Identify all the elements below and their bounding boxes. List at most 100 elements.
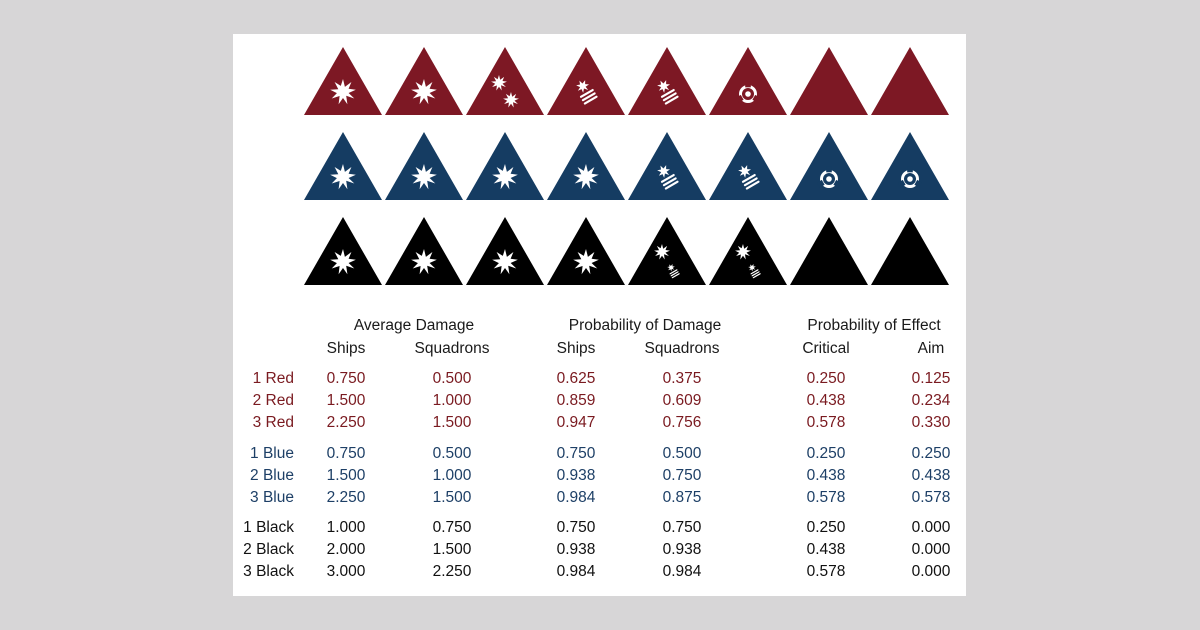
row-label: 3 Blue [250, 489, 294, 506]
group-header-probability-of-damage: Probability of Damage [568, 317, 722, 334]
blue-die-face-crit [627, 131, 707, 201]
blank-icon [790, 217, 868, 285]
hit-icon [466, 217, 544, 285]
black-die-face-hit-crit [708, 216, 788, 286]
table-cell: 0.330 [911, 414, 951, 431]
row-label: 2 Blue [250, 467, 294, 484]
column-header-squadrons: Squadrons [644, 340, 720, 357]
row-label: 2 Red [252, 392, 294, 409]
table-cell: 2.000 [326, 541, 366, 558]
table-cell: 0.000 [911, 541, 951, 558]
table-cell: 1.000 [432, 467, 472, 484]
hit-crit-icon [709, 217, 787, 285]
black-die-face-hit [465, 216, 545, 286]
hit-icon [304, 47, 382, 115]
row-label: 3 Black [243, 563, 294, 580]
table-cell: 0.250 [806, 445, 846, 462]
table-cell: 3.000 [326, 563, 366, 580]
double-hit-icon [466, 47, 544, 115]
blue-dice-row [303, 131, 953, 201]
table-cell: 0.984 [662, 563, 702, 580]
table-row: 2 Red 1.500 1.000 0.859 0.609 0.438 0.234 [233, 392, 966, 414]
table-cell: 0.750 [432, 519, 472, 536]
crit-icon [628, 132, 706, 200]
hit-icon [304, 132, 382, 200]
column-header-ships: Ships [326, 340, 366, 357]
row-label: 1 Black [243, 519, 294, 536]
table-cell: 0.578 [911, 489, 951, 506]
accuracy-icon [790, 132, 868, 200]
table-cell: 0.250 [806, 519, 846, 536]
table-cell: 0.250 [806, 370, 846, 387]
blue-die-face-accuracy [789, 131, 869, 201]
table-cell: 1.500 [432, 489, 472, 506]
red-die-face-hit [303, 46, 383, 116]
table-cell: 0.234 [911, 392, 951, 409]
red-die-face-double-hit [465, 46, 545, 116]
accuracy-icon [871, 132, 949, 200]
row-label: 1 Blue [250, 445, 294, 462]
column-header-ships: Ships [556, 340, 596, 357]
row-label: 1 Red [252, 370, 294, 387]
dice-reference-card: Average Damage Probability of Damage Pro… [233, 34, 966, 596]
red-die-face-crit [627, 46, 707, 116]
table-cell: 0.500 [432, 445, 472, 462]
column-header-aim: Aim [917, 340, 945, 357]
table-cell: 0.938 [556, 541, 596, 558]
blank-icon [790, 47, 868, 115]
table-cell: 0.750 [326, 445, 366, 462]
blank-icon [871, 217, 949, 285]
blue-die-face-hit [384, 131, 464, 201]
black-die-face-hit [384, 216, 464, 286]
table-cell: 0.375 [662, 370, 702, 387]
table-cell: 0.750 [662, 467, 702, 484]
red-die-face-hit [384, 46, 464, 116]
red-die-face-accuracy [708, 46, 788, 116]
crit-icon [547, 47, 625, 115]
table-cell: 0.438 [911, 467, 951, 484]
black-die-face-hit [546, 216, 626, 286]
black-die-face-hit-crit [627, 216, 707, 286]
table-cell: 0.984 [556, 563, 596, 580]
table-cell: 0.750 [326, 370, 366, 387]
hit-icon [385, 47, 463, 115]
hit-crit-icon [628, 217, 706, 285]
table-row: 2 Black 2.000 1.500 0.938 0.938 0.438 0.000 [233, 541, 966, 563]
table-row: 3 Black 3.000 2.250 0.984 0.984 0.578 0.000 [233, 563, 966, 585]
column-header-squadrons: Squadrons [414, 340, 490, 357]
table-cell: 0.438 [806, 392, 846, 409]
red-dice-row [303, 46, 953, 116]
table-row: 3 Red 2.250 1.500 0.947 0.756 0.578 0.330 [233, 414, 966, 436]
table-cell: 0.578 [806, 563, 846, 580]
table-cell: 0.125 [911, 370, 951, 387]
hit-icon [304, 217, 382, 285]
hit-icon [385, 217, 463, 285]
black-die-face-blank [789, 216, 869, 286]
table-cell: 0.250 [911, 445, 951, 462]
table-cell: 0.438 [806, 541, 846, 558]
table-cell: 0.984 [556, 489, 596, 506]
table-cell: 0.947 [556, 414, 596, 431]
table-cell: 1.000 [432, 392, 472, 409]
table-row: 2 Blue 1.500 1.000 0.938 0.750 0.438 0.438 [233, 467, 966, 489]
table-cell: 0.500 [432, 370, 472, 387]
table-cell: 0.750 [556, 445, 596, 462]
table-cell: 1.000 [326, 519, 366, 536]
crit-icon [628, 47, 706, 115]
hit-icon [385, 132, 463, 200]
hit-icon [466, 132, 544, 200]
table-cell: 0.500 [662, 445, 702, 462]
black-dice-row [303, 216, 953, 286]
table-cell: 0.750 [662, 519, 702, 536]
table-row: 1 Black 1.000 0.750 0.750 0.750 0.250 0.000 [233, 519, 966, 541]
crit-icon [709, 132, 787, 200]
blue-die-face-hit [465, 131, 545, 201]
table-cell: 0.000 [911, 519, 951, 536]
table-cell: 0.938 [556, 467, 596, 484]
table-cell: 2.250 [326, 489, 366, 506]
table-row: 3 Blue 2.250 1.500 0.984 0.875 0.578 0.578 [233, 489, 966, 511]
red-die-face-blank [789, 46, 869, 116]
blue-die-face-hit [303, 131, 383, 201]
table-row: 1 Blue 0.750 0.500 0.750 0.500 0.250 0.250 [233, 445, 966, 467]
row-label: 3 Red [252, 414, 294, 431]
